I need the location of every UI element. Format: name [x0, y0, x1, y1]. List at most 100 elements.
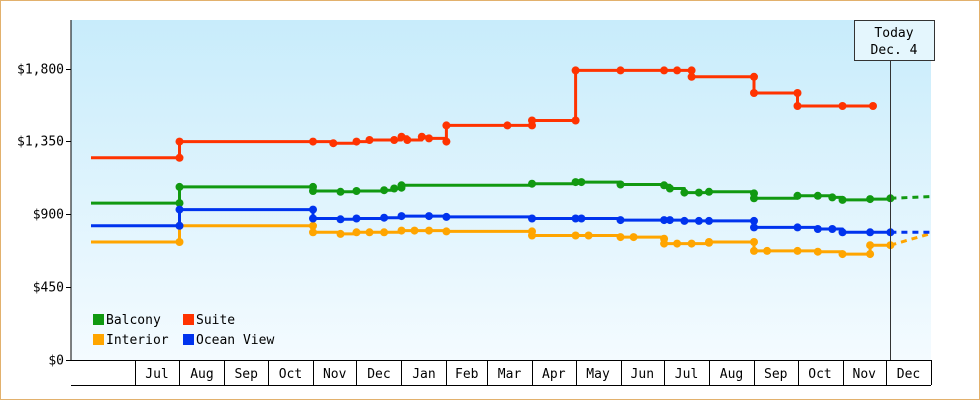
suite-data-point: [571, 66, 580, 75]
suite-data-point: [673, 66, 682, 75]
balcony-data-point: [336, 187, 345, 196]
interior-data-point: [309, 228, 317, 237]
ocean-view-data-point: [680, 216, 689, 225]
x-tick-label: Aug: [720, 367, 743, 382]
x-tick-label: Mar: [498, 367, 522, 382]
suite-legend-label: Suite: [196, 313, 235, 328]
balcony-data-point: [665, 184, 674, 193]
x-tick-label: Feb: [455, 367, 479, 382]
balcony-data-point: [397, 181, 406, 190]
suite-data-point: [793, 102, 802, 110]
interior-data-point: [397, 226, 406, 235]
interior-data-point: [365, 228, 374, 237]
x-tick-label: Nov: [853, 367, 877, 382]
ocean-view-data-point: [309, 214, 317, 223]
suite-data-point: [175, 137, 184, 146]
x-tick-label: Apr: [542, 367, 566, 382]
suite-data-point: [403, 136, 412, 144]
x-tick-label: Sep: [764, 367, 788, 382]
interior-data-point: [866, 241, 875, 250]
suite-data-point: [750, 72, 758, 81]
x-tick-label: Jul: [675, 367, 698, 382]
ocean-view-data-point: [175, 205, 184, 214]
x-tick-label: Dec: [897, 367, 920, 382]
balcony-data-point: [528, 179, 536, 188]
interior-legend-swatch: [93, 334, 104, 345]
interior-data-point: [813, 247, 822, 256]
interior-projection-line: [889, 232, 930, 247]
ocean-view-data-point: [336, 215, 345, 224]
ocean-view-data-point: [705, 216, 713, 225]
y-tick-label: $900: [33, 208, 64, 223]
interior-data-point: [629, 233, 638, 242]
balcony-data-point: [866, 195, 875, 204]
interior-data-point: [410, 226, 419, 235]
ocean-view-data-point: [828, 225, 837, 233]
interior-data-point: [380, 228, 389, 237]
suite-data-point: [309, 137, 317, 146]
ocean-view-data-point: [577, 214, 586, 223]
suite-legend-swatch: [183, 314, 194, 325]
balcony-data-point: [813, 191, 822, 200]
y-tick-label: $0: [48, 354, 64, 369]
ocean-view-data-point: [352, 214, 361, 223]
y-tick-label: $450: [33, 281, 64, 296]
ocean-view-legend-label: Ocean View: [196, 333, 274, 348]
ocean-view-data-point: [616, 216, 625, 225]
balcony-data-point: [828, 193, 837, 202]
suite-data-point: [571, 116, 580, 125]
x-tick-label: Nov: [323, 367, 347, 382]
x-tick-label: Dec: [367, 367, 390, 382]
ocean-view-data-point: [838, 228, 847, 237]
suite-data-point: [397, 132, 406, 141]
x-tick-label: Oct: [279, 367, 302, 382]
ocean-view-data-point: [866, 228, 875, 237]
balcony-legend-label: Balcony: [106, 313, 161, 328]
balcony-data-point: [352, 187, 361, 195]
suite-data-point: [838, 102, 847, 110]
interior-data-point: [750, 238, 758, 246]
balcony-data-point: [680, 188, 689, 197]
balcony-data-point: [705, 187, 713, 196]
ocean-view-data-point: [175, 221, 184, 230]
balcony-data-point: [175, 199, 184, 208]
ocean-view-data-point: [397, 212, 406, 221]
balcony-data-point: [390, 184, 399, 193]
ocean-view-data-point: [442, 212, 451, 221]
x-tick-label: Jan: [412, 367, 435, 382]
ocean-view-data-point: [665, 216, 674, 225]
ocean-view-data-point: [309, 205, 317, 214]
interior-data-point: [175, 238, 184, 246]
interior-data-point: [763, 246, 772, 255]
x-tick-label: Oct: [808, 367, 831, 382]
balcony-data-point: [694, 188, 703, 197]
suite-data-point: [175, 153, 184, 162]
x-tick-label: Sep: [234, 367, 258, 382]
interior-data-point: [584, 231, 593, 240]
suite-data-point: [616, 66, 625, 75]
interior-legend-label: Interior: [106, 333, 169, 348]
suite-data-point: [687, 72, 696, 81]
balcony-data-point: [793, 191, 802, 200]
ocean-view-data-point: [571, 214, 580, 223]
suite-data-point: [503, 121, 512, 130]
plot-background: [71, 20, 931, 360]
ocean-view-data-point: [793, 223, 802, 232]
interior-data-point: [336, 229, 345, 238]
x-tick-label: Jun: [631, 367, 654, 382]
ocean-view-data-point: [425, 212, 433, 221]
ocean-view-data-point: [750, 216, 758, 225]
today-box: [854, 20, 935, 61]
x-tick-label: May: [586, 367, 610, 382]
interior-data-point: [309, 221, 317, 230]
today-marker: Today Dec. 4: [854, 20, 935, 360]
interior-data-point: [571, 231, 580, 240]
ocean-view-data-point: [380, 213, 389, 222]
suite-data-point: [687, 66, 696, 75]
y-tick-label: $1,800: [17, 63, 64, 78]
suite-data-point: [417, 132, 426, 141]
balcony-data-point: [380, 186, 389, 195]
interior-data-point: [750, 246, 758, 255]
balcony-data-point: [175, 182, 184, 191]
series-layer: [91, 66, 930, 259]
